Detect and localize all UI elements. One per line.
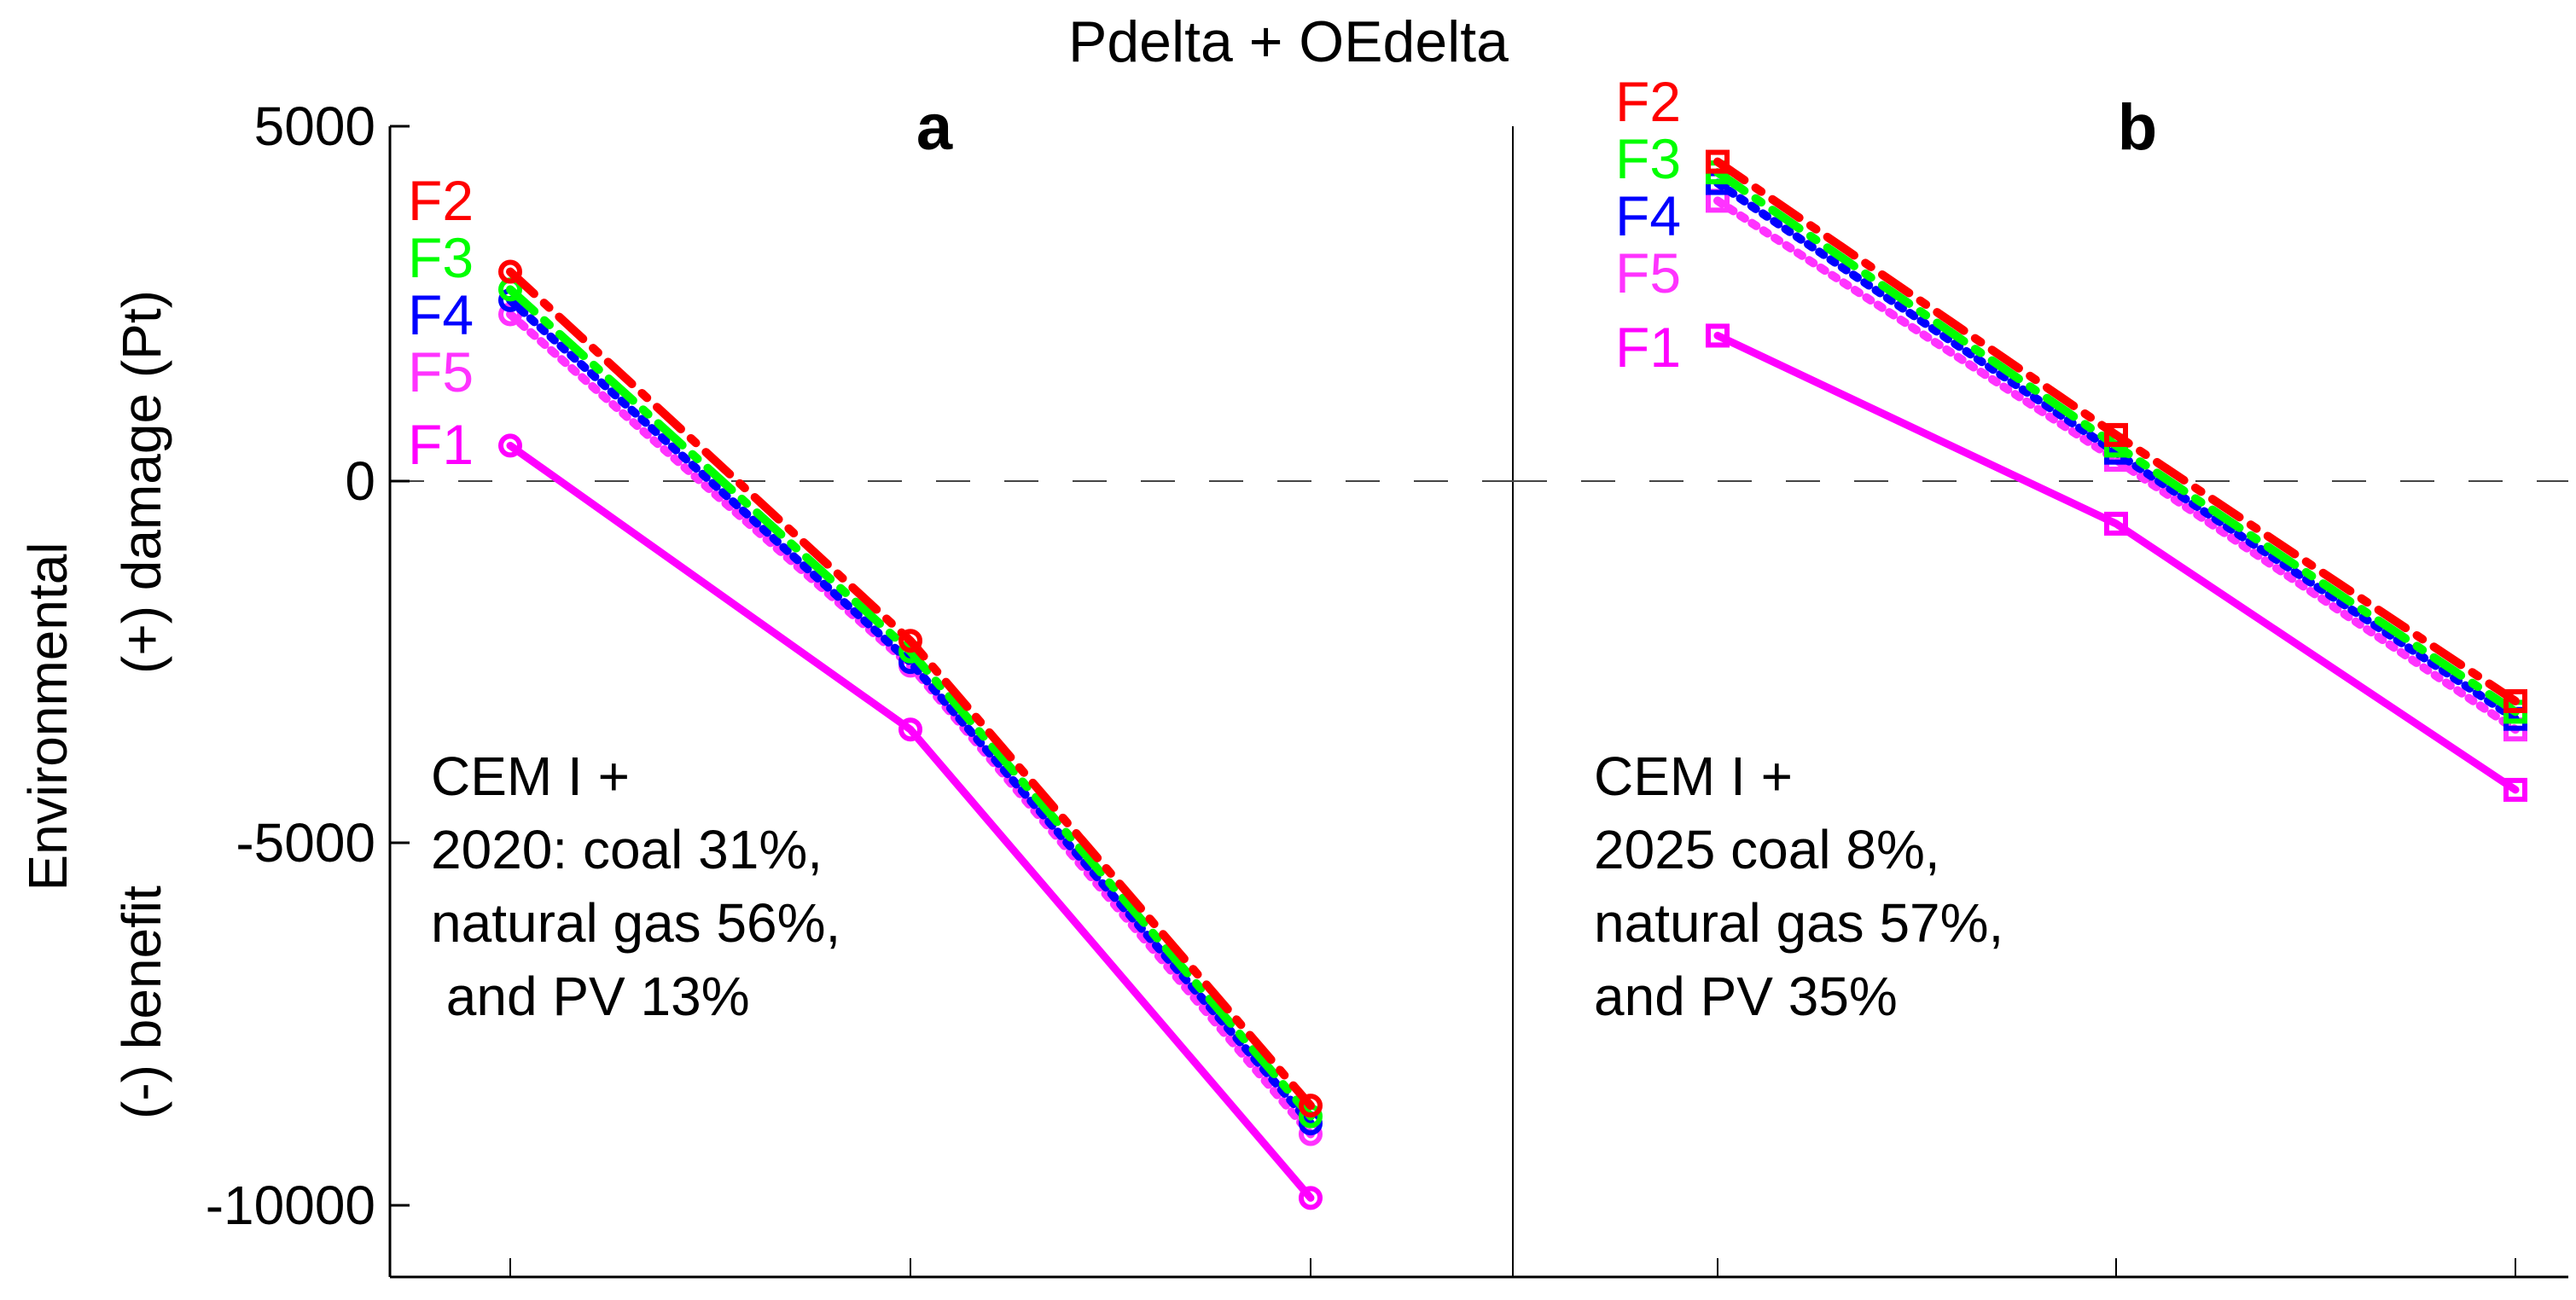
series-line-a-f1	[506, 441, 1315, 1202]
y-label-line1: Environmental	[17, 542, 79, 891]
data-point-a-f1-2	[898, 717, 922, 742]
series-label-b-f3: F3	[1615, 127, 1681, 190]
series-line-b-f5	[1713, 196, 2520, 734]
y-tick-label: 0	[345, 450, 375, 512]
annotation-a-line: and PV 13%	[431, 966, 750, 1027]
data-point-a-f2-1	[498, 259, 522, 284]
annotation-b-line: and PV 35%	[1594, 966, 1898, 1027]
annotation-b: CEM I + 2025 coal 8%, natural gas 57%, a…	[1594, 746, 2003, 1027]
panel-label-a: a	[916, 91, 953, 164]
series-label-b-f4: F4	[1615, 184, 1681, 247]
data-point-a-f2-3	[1299, 1094, 1323, 1118]
y-ticks: 5000 0 -5000 -10000	[206, 96, 410, 1236]
data-point-b-f2-3	[2503, 688, 2527, 713]
data-point-b-f1-2	[2104, 511, 2128, 536]
series-label-b-f2: F2	[1615, 70, 1681, 133]
series-labels-b: F2 F3 F4 F5 F1	[1615, 70, 1681, 379]
series-label-a-f2: F2	[408, 169, 474, 232]
annotation-b-line: CEM I +	[1594, 746, 1793, 807]
plot-panel-b	[1706, 149, 2527, 802]
data-point-a-f1-3	[1299, 1186, 1323, 1210]
series-label-b-f5: F5	[1615, 241, 1681, 305]
y-tick-label: -10000	[206, 1175, 375, 1236]
series-line-a-f2	[506, 267, 1315, 1111]
annotation-b-line: 2025 coal 8%,	[1594, 819, 1940, 880]
annotation-b-line: natural gas 57%,	[1594, 892, 2003, 954]
y-tick-label: 5000	[254, 96, 375, 157]
y-axis-label: Environmental (-) benefit (+) damage (Pt…	[17, 290, 172, 1119]
series-line-b-f1	[1713, 331, 2520, 794]
y-label-line3: (+) damage (Pt)	[111, 290, 172, 674]
annotation-a-line: natural gas 56%,	[431, 892, 840, 954]
series-label-a-f3: F3	[408, 226, 474, 289]
series-label-b-f1: F1	[1615, 316, 1681, 379]
data-point-b-f2-2	[2104, 422, 2128, 447]
x-ticks	[509, 1258, 2516, 1277]
series-line-a-f5	[506, 310, 1315, 1139]
annotation-a-line: 2020: coal 31%,	[431, 819, 823, 880]
series-label-a-f5: F5	[408, 340, 474, 403]
axes	[388, 126, 2568, 1279]
annotation-a: CEM I + 2020: coal 31%, natural gas 56%,…	[431, 746, 840, 1027]
series-line-b-f2	[1713, 157, 2520, 705]
series-label-a-f1: F1	[408, 413, 474, 476]
data-point-b-f2-1	[1706, 149, 1730, 174]
data-point-b-f1-1	[1706, 323, 1730, 348]
data-point-a-f1-1	[498, 433, 522, 458]
series-labels-a: F2 F3 F4 F5 F1	[408, 169, 474, 476]
y-label-line2: (-) benefit	[111, 885, 172, 1119]
y-tick-label: -5000	[236, 812, 375, 873]
figure-title: Pdelta + OEdelta	[1068, 9, 1509, 74]
data-point-b-f1-3	[2503, 777, 2527, 802]
plot-panel-a	[498, 259, 1323, 1210]
panel-label-b: b	[2118, 91, 2157, 164]
annotation-a-line: CEM I +	[431, 746, 630, 807]
data-point-a-f2-2	[898, 629, 922, 653]
series-label-a-f4: F4	[408, 283, 474, 346]
